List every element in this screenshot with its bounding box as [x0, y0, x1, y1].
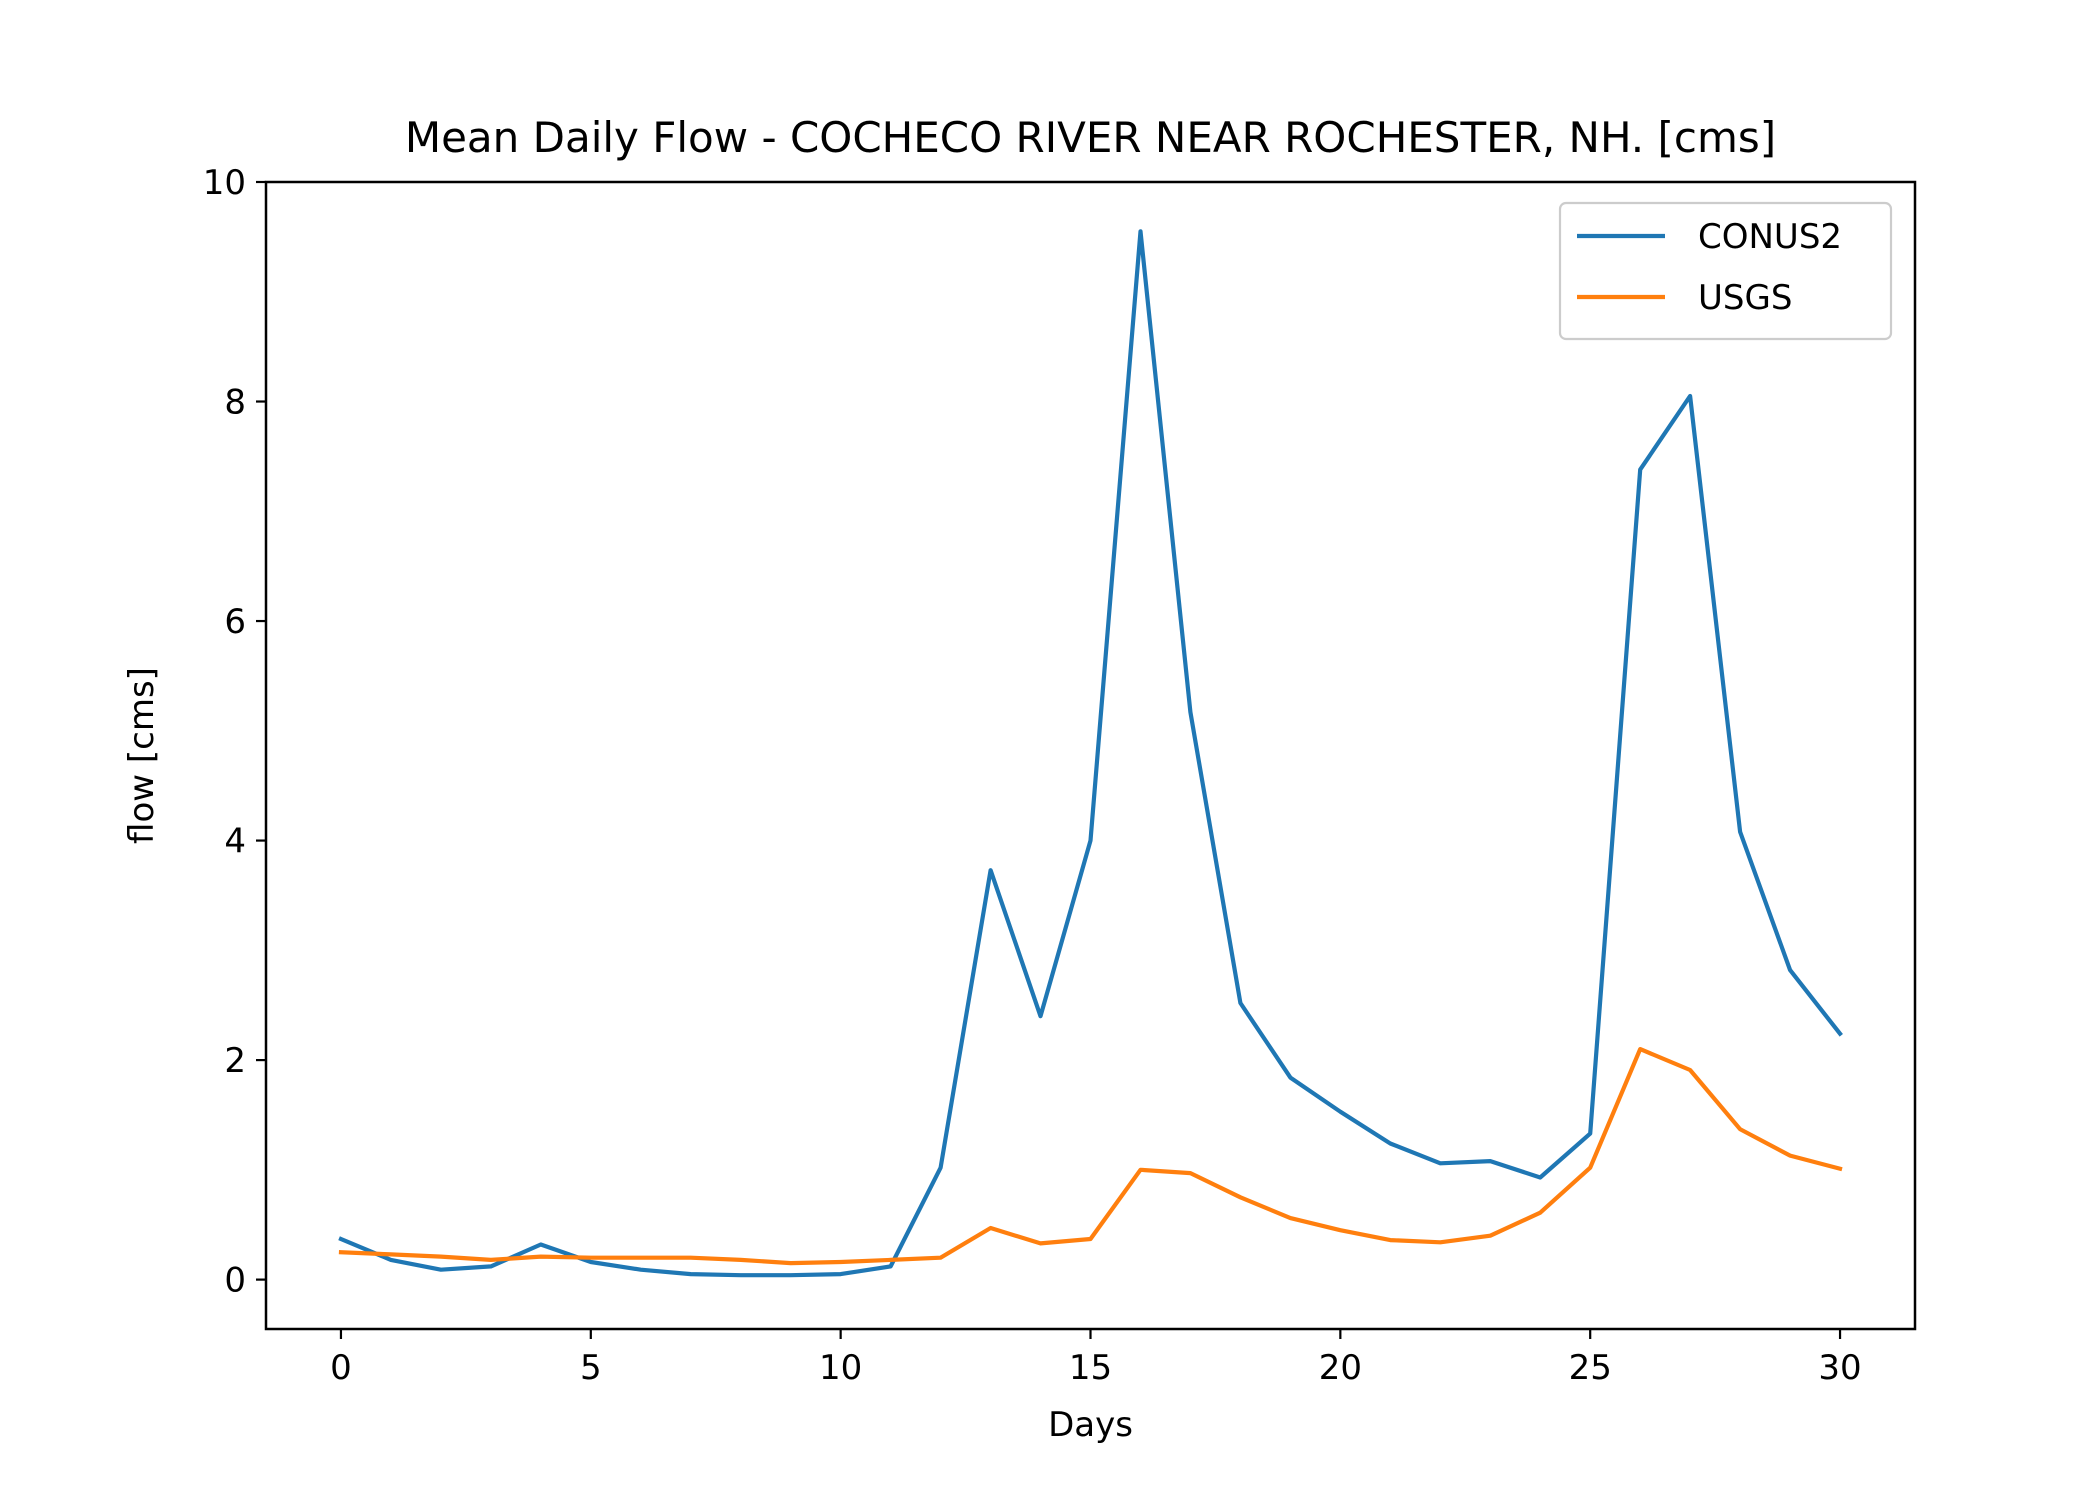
x-tick-label: 0	[330, 1348, 352, 1388]
y-tick-label: 0	[224, 1261, 246, 1301]
legend-label-conus2: CONUS2	[1698, 217, 1842, 257]
legend: CONUS2 USGS	[1558, 201, 1893, 341]
y-tick-label: 6	[224, 602, 246, 642]
y-axis-label: flow [cms]	[122, 667, 162, 844]
y-tick-label: 2	[224, 1041, 246, 1081]
x-axis-label: Days	[1048, 1405, 1133, 1445]
series-lines	[338, 229, 1843, 1278]
x-tick-label: 15	[1069, 1348, 1112, 1388]
chart-title: Mean Daily Flow - COCHECO RIVER NEAR ROC…	[405, 113, 1776, 162]
y-tick-label: 8	[224, 383, 246, 423]
y-tick-label: 10	[203, 163, 246, 203]
x-tick-label: 10	[819, 1348, 862, 1388]
x-tick-label: 25	[1569, 1348, 1612, 1388]
axis-ticks: 0 5 10 15 20 25 30 0 2 4 6 8 10	[203, 163, 1862, 1388]
legend-label-usgs: USGS	[1698, 278, 1792, 318]
series-line-usgs	[338, 1046, 1843, 1266]
y-tick-label: 4	[224, 822, 246, 862]
x-tick-label: 20	[1319, 1348, 1362, 1388]
x-tick-label: 5	[580, 1348, 602, 1388]
x-tick-label: 30	[1818, 1348, 1861, 1388]
series-line-conus2	[338, 229, 1843, 1278]
